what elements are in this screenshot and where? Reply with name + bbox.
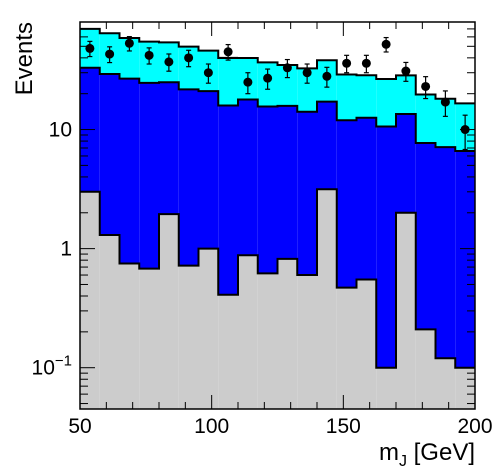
x-tick-label: 50 — [68, 415, 91, 438]
x-tick-label: 200 — [457, 415, 492, 438]
x-axis-title-subscript: J — [399, 453, 407, 470]
stack-bar — [178, 265, 199, 409]
data-point — [203, 68, 213, 78]
stack-bar — [317, 101, 337, 190]
stack-bar — [119, 78, 140, 264]
x-tick-label: 100 — [194, 415, 229, 438]
stack-bar — [99, 73, 120, 236]
x-tick-label: 150 — [326, 415, 361, 438]
y-tick-exponent: −1 — [55, 353, 72, 370]
stack-bar — [435, 358, 456, 409]
stack-bar — [159, 82, 179, 215]
stack-bar — [257, 106, 278, 274]
stack-bar — [277, 258, 298, 409]
stack-outline — [80, 188, 475, 369]
stack-bar — [218, 57, 238, 106]
stack-bar — [415, 142, 436, 330]
stack-bar — [376, 367, 396, 409]
stack-bar — [376, 78, 396, 127]
stack-bar — [178, 89, 199, 266]
stack-bar — [238, 255, 258, 409]
stack-bar — [277, 105, 298, 259]
data-point — [223, 47, 233, 57]
data-points — [85, 36, 470, 151]
stack-bar — [119, 37, 140, 79]
data-point — [302, 68, 312, 78]
x-axis-ticks: 50 100 150 200 — [68, 22, 493, 438]
data-point — [144, 50, 154, 60]
stack-bar — [218, 105, 238, 295]
stack-bar — [356, 75, 377, 118]
stack-bar — [396, 212, 416, 409]
x-axis-title-unit: [GeV] — [407, 439, 475, 466]
y-tick-label: 10−1 — [32, 353, 72, 380]
data-point — [401, 66, 411, 76]
stack-bar — [455, 367, 475, 409]
data-point — [282, 63, 292, 73]
stack-bar — [317, 189, 337, 409]
data-point — [184, 53, 194, 63]
stack-bar — [139, 268, 159, 409]
stack-bar — [356, 117, 377, 280]
stack-bar — [80, 191, 100, 409]
stack-bar — [396, 114, 416, 213]
stack-bar — [277, 65, 298, 106]
stack-bar — [139, 82, 159, 269]
stack-bar — [376, 126, 396, 368]
stack-bar — [435, 147, 456, 359]
y-tick-label: 10 — [49, 119, 72, 142]
stack-bar — [297, 68, 317, 112]
stack-bar — [396, 75, 416, 115]
y-tick-label: 1 — [60, 238, 72, 261]
data-point — [421, 81, 431, 91]
data-point — [85, 43, 95, 53]
data-point — [164, 57, 174, 67]
stack-outline — [80, 66, 475, 153]
stack-bar — [218, 294, 238, 409]
stack-bar — [455, 151, 475, 368]
stack-bar — [435, 98, 456, 148]
data-point — [263, 73, 273, 83]
data-point — [243, 77, 253, 87]
stack-bar — [336, 120, 357, 288]
stack-bar — [198, 248, 219, 409]
stack-bar — [99, 235, 120, 409]
data-point — [124, 38, 134, 48]
stack-bar — [297, 275, 317, 409]
stack-bar — [356, 279, 377, 409]
x-axis-title: mJ [GeV] — [379, 439, 475, 470]
data-point — [440, 97, 450, 107]
stack-bar — [415, 94, 436, 143]
y-axis-title: Events — [11, 22, 38, 95]
plot-frame — [79, 21, 476, 410]
stack-bar — [336, 74, 357, 121]
stack-bar — [257, 273, 278, 409]
data-point — [361, 58, 371, 68]
stack-bar — [415, 329, 436, 409]
stack-bar — [238, 99, 258, 256]
stack-bar — [297, 111, 317, 276]
stack-bar — [198, 91, 219, 249]
stack-bar — [119, 263, 140, 409]
stack-bar — [178, 46, 199, 90]
stack-bar — [159, 214, 179, 409]
data-point — [322, 71, 332, 81]
stack-bar — [336, 287, 357, 409]
stacked-bars — [80, 28, 475, 409]
data-point — [105, 49, 115, 59]
data-point — [342, 58, 352, 68]
data-point — [381, 39, 391, 49]
